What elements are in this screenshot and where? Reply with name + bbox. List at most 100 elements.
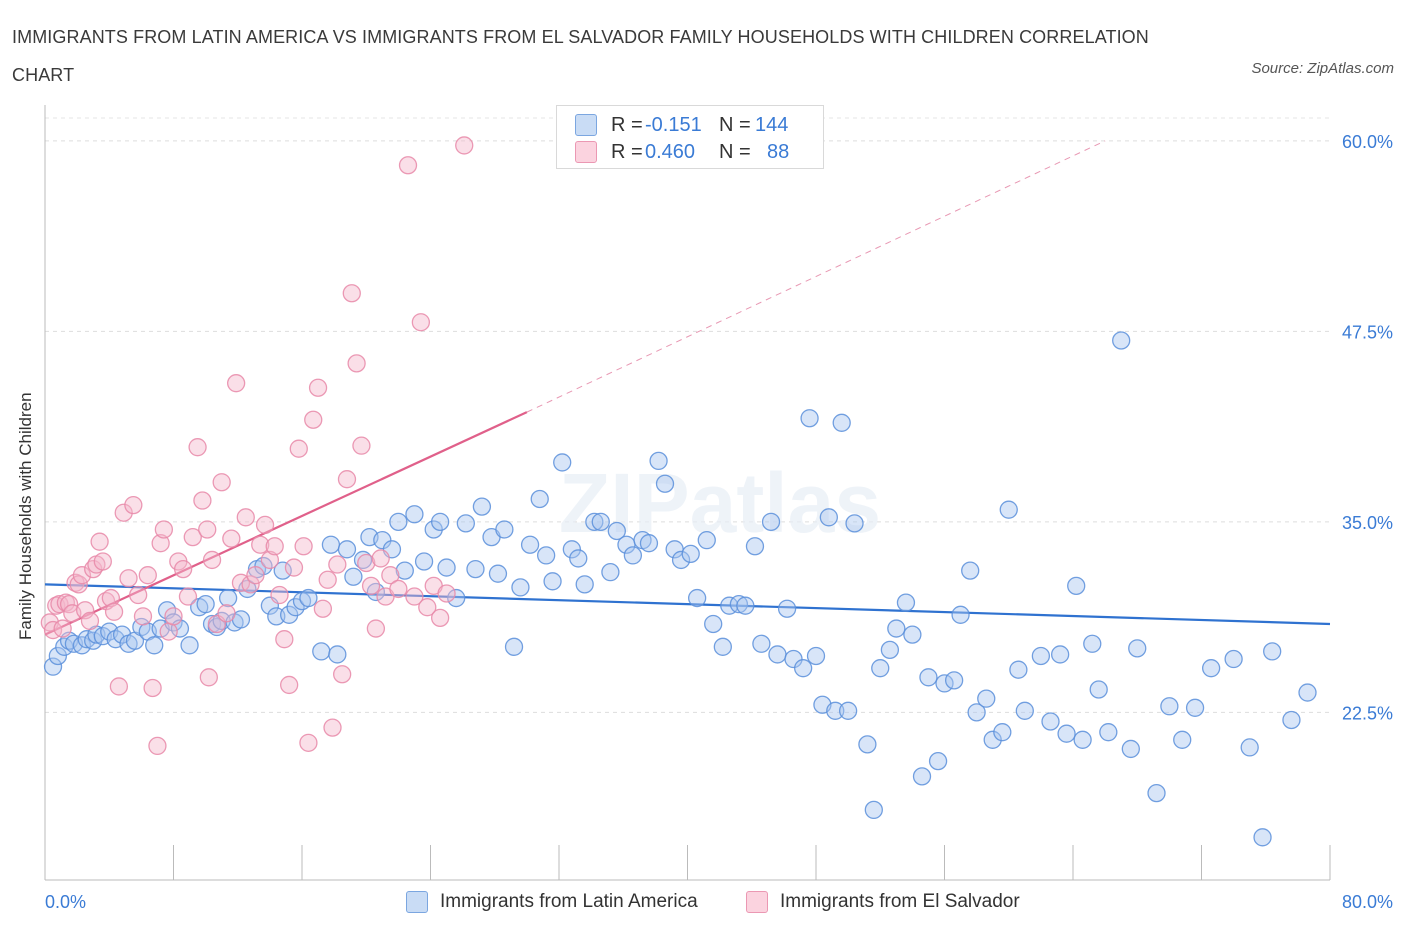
data-point: [687, 588, 707, 608]
data-point: [414, 552, 434, 571]
data-point: [585, 512, 604, 532]
data-point: [880, 640, 900, 660]
data-point: [1031, 646, 1051, 666]
data-point: [437, 584, 456, 603]
data-point: [1112, 331, 1131, 350]
data-point: [1253, 828, 1272, 847]
data-point: [304, 410, 323, 429]
r-label: R =: [611, 113, 643, 136]
series-legend: Immigrants from Latin America Immigrants…: [0, 888, 1406, 918]
data-point: [784, 649, 803, 669]
data-point: [999, 500, 1018, 519]
data-point: [104, 602, 124, 621]
data-point: [294, 537, 313, 556]
data-point: [819, 508, 838, 527]
data-point: [50, 595, 69, 614]
series-el-salvador: [40, 136, 474, 756]
data-point: [212, 473, 231, 492]
series-latin-america: [43, 331, 1317, 847]
data-point: [347, 354, 366, 373]
x-tick-label: 0.0%: [45, 892, 86, 912]
data-point: [623, 546, 643, 565]
data-point: [148, 736, 167, 756]
data-point: [265, 537, 284, 556]
data-point: [1009, 660, 1028, 679]
correlation-legend: R = -0.151 N = 144 R = 0.460 N = 88: [556, 105, 824, 169]
data-point: [411, 313, 431, 332]
data-point: [246, 566, 265, 585]
data-point: [1263, 642, 1282, 661]
data-point: [1282, 710, 1301, 730]
data-point: [299, 588, 318, 608]
data-point: [398, 156, 418, 175]
trend-line-latin-america: [44, 583, 1331, 626]
data-point: [639, 534, 659, 553]
trend-lines: [44, 140, 1331, 636]
data-point: [143, 678, 162, 698]
r-label: R =: [611, 140, 643, 163]
data-point: [745, 537, 765, 556]
legend-item-el-salvador: Immigrants from El Salvador: [746, 888, 1020, 916]
data-point: [520, 535, 540, 554]
data-point: [255, 515, 275, 535]
data-point: [736, 596, 755, 615]
data-point: [993, 723, 1012, 742]
data-point: [357, 553, 376, 573]
data-point: [681, 544, 700, 564]
watermark: ZIPatlas: [559, 456, 881, 550]
data-point: [76, 601, 95, 620]
data-point: [777, 599, 797, 618]
data-point: [826, 701, 845, 720]
r-value: -0.151: [645, 113, 702, 136]
trend-line-el-salvador-extension: [526, 140, 1106, 413]
data-point: [832, 413, 851, 432]
data-point: [1128, 639, 1147, 658]
data-point: [1173, 730, 1192, 749]
data-point: [198, 520, 217, 539]
data-point: [43, 657, 63, 676]
data-point: [373, 530, 392, 550]
data-point: [562, 540, 581, 559]
tick-labels: 22.5% 35.0% 47.5% 60.0% 0.0% 80.0%: [45, 132, 1393, 912]
data-point: [806, 646, 826, 666]
data-point: [260, 550, 280, 570]
data-point: [864, 800, 883, 820]
data-point: [607, 521, 626, 541]
data-point: [109, 677, 129, 696]
data-point: [912, 767, 932, 786]
legend-swatch-blue: [406, 891, 428, 913]
data-point: [495, 520, 514, 539]
data-point: [456, 514, 475, 533]
data-point: [275, 630, 294, 649]
data-point: [241, 575, 260, 594]
y-tick-label: 35.0%: [1342, 513, 1393, 533]
data-point: [649, 451, 668, 471]
data-point: [794, 659, 813, 678]
data-point: [352, 436, 371, 455]
data-point: [655, 474, 675, 493]
legend-label: Immigrants from El Salvador: [780, 891, 1020, 912]
data-point: [133, 607, 153, 626]
data-point: [437, 558, 456, 577]
data-point: [183, 527, 202, 547]
data-point: [871, 659, 890, 678]
data-point: [1160, 697, 1179, 716]
data-point: [1121, 739, 1140, 759]
data-point: [236, 508, 255, 527]
data-point: [455, 136, 474, 155]
data-point: [887, 619, 906, 638]
data-point: [114, 503, 133, 522]
data-point: [697, 530, 716, 550]
data-point: [328, 555, 347, 574]
data-point: [180, 636, 199, 655]
data-point: [284, 558, 304, 577]
data-point: [188, 438, 207, 457]
data-point: [381, 566, 400, 585]
data-point: [395, 561, 414, 580]
data-point: [800, 409, 819, 428]
y-tick-label: 60.0%: [1342, 132, 1393, 152]
data-point: [601, 563, 620, 582]
data-point: [1041, 712, 1060, 731]
data-point: [218, 588, 238, 608]
data-point: [961, 561, 980, 580]
